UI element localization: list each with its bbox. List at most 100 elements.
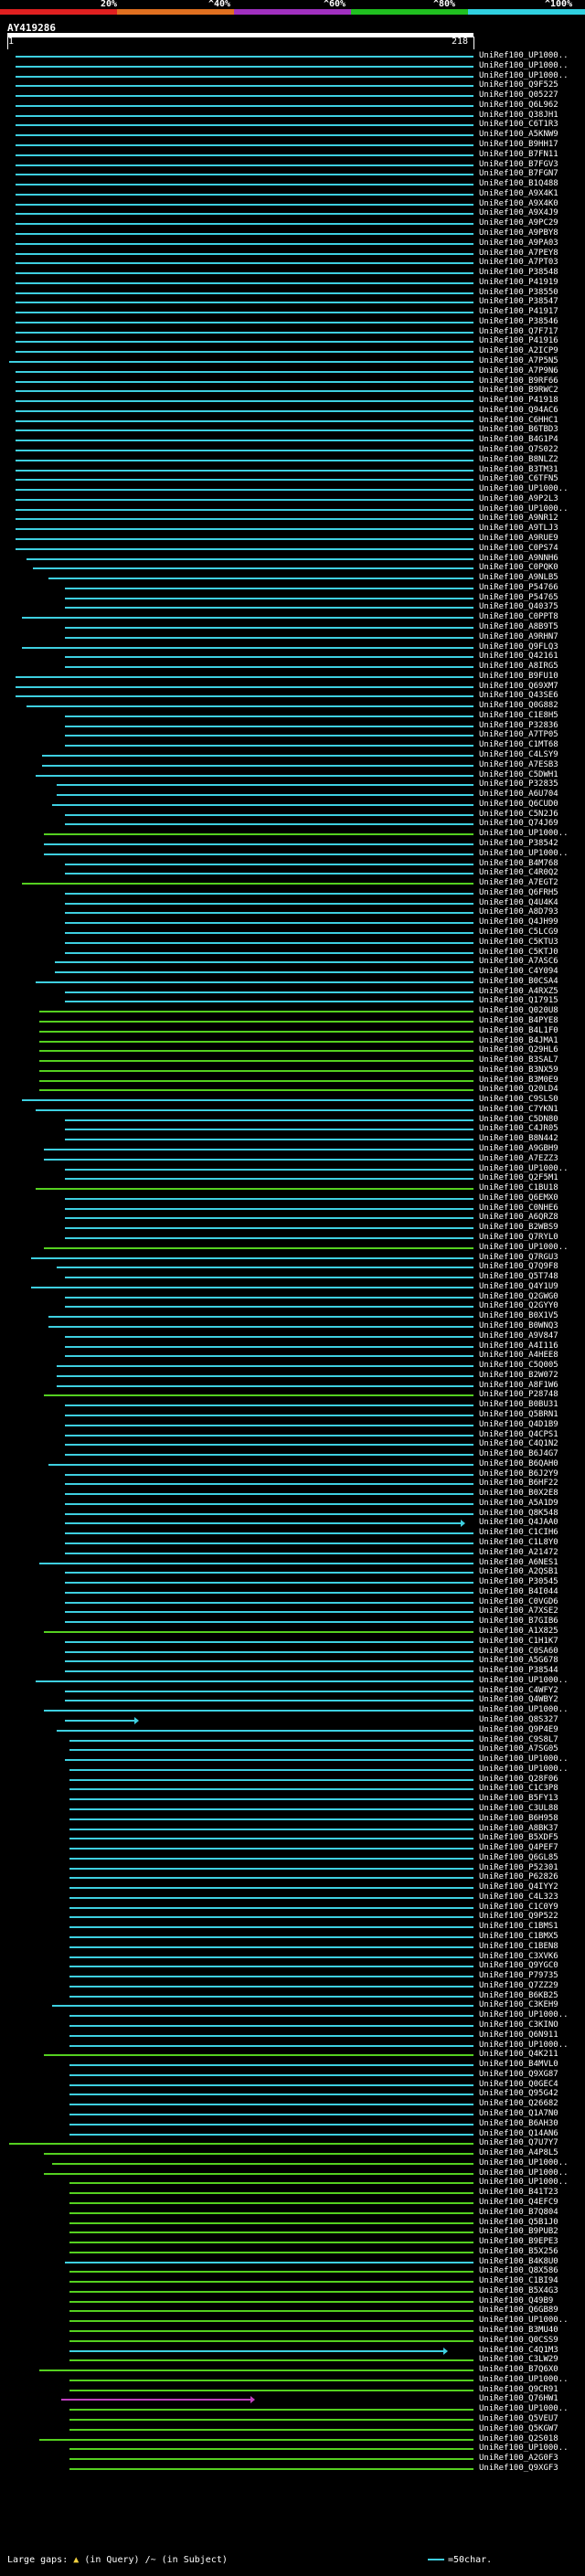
hit-row[interactable]: UniRef100_UP1000..: [0, 2158, 585, 2168]
hit-label[interactable]: UniRef100_Q69XM7: [479, 681, 558, 691]
hit-label[interactable]: UniRef100_Q4JAA0: [479, 1518, 558, 1528]
hit-row[interactable]: UniRef100_B41T23: [0, 2188, 585, 2198]
hit-row[interactable]: UniRef100_B2W072: [0, 1371, 585, 1381]
hit-label[interactable]: UniRef100_B6J2Y9: [479, 1468, 558, 1479]
hit-label[interactable]: UniRef100_Q8X586: [479, 2266, 558, 2276]
hit-row[interactable]: UniRef100_Q2GYY0: [0, 1301, 585, 1311]
hit-row[interactable]: UniRef100_Q4EFC9: [0, 2198, 585, 2208]
hit-row[interactable]: UniRef100_Q7ZZ29: [0, 1981, 585, 1991]
hit-row[interactable]: UniRef100_Q9F525: [0, 80, 585, 90]
hit-label[interactable]: UniRef100_Q4IYY2: [479, 1882, 558, 1892]
hit-row[interactable]: UniRef100_Q4D1B9: [0, 1420, 585, 1430]
hit-label[interactable]: UniRef100_Q5BRN1: [479, 1409, 558, 1419]
hit-row[interactable]: UniRef100_Q9XG87: [0, 2070, 585, 2080]
hit-row[interactable]: UniRef100_A9GBH9: [0, 1144, 585, 1154]
hit-row[interactable]: UniRef100_Q7RYL0: [0, 1233, 585, 1243]
hit-row[interactable]: UniRef100_B5X4G3: [0, 2286, 585, 2296]
hit-row[interactable]: UniRef100_C0SA60: [0, 1647, 585, 1657]
hit-row[interactable]: UniRef100_A9PBY8: [0, 228, 585, 239]
hit-label[interactable]: UniRef100_Q05227: [479, 90, 558, 101]
hit-label[interactable]: UniRef100_UP1000..: [479, 2316, 569, 2326]
hit-row[interactable]: UniRef100_A9X4K1: [0, 189, 585, 199]
hit-label[interactable]: UniRef100_Q4Y1U9: [479, 1281, 558, 1291]
hit-row[interactable]: UniRef100_A9TLJ3: [0, 524, 585, 534]
hit-row[interactable]: UniRef100_Q5T748: [0, 1272, 585, 1282]
hit-label[interactable]: UniRef100_UP1000..: [479, 2010, 569, 2020]
hit-label[interactable]: UniRef100_C9S8L7: [479, 1734, 558, 1744]
hit-row[interactable]: UniRef100_B4I044: [0, 1587, 585, 1597]
hit-row[interactable]: UniRef100_Q69XM7: [0, 682, 585, 692]
hit-row[interactable]: UniRef100_P62826: [0, 1872, 585, 1882]
hit-label[interactable]: UniRef100_Q5B1J0: [479, 2217, 558, 2227]
hit-row[interactable]: UniRef100_B8NLZ2: [0, 455, 585, 465]
hit-label[interactable]: UniRef100_B4M768: [479, 858, 558, 868]
hit-row[interactable]: UniRef100_A6U704: [0, 790, 585, 800]
hit-row[interactable]: UniRef100_Q6N911: [0, 2030, 585, 2041]
hit-label[interactable]: UniRef100_Q7U7Y7: [479, 2138, 558, 2148]
hit-label[interactable]: UniRef100_C1MT68: [479, 740, 558, 750]
hit-label[interactable]: UniRef100_UP1000..: [479, 2040, 569, 2050]
hit-label[interactable]: UniRef100_UP1000..: [479, 1705, 569, 1715]
hit-row[interactable]: UniRef100_C9S8L7: [0, 1735, 585, 1745]
hit-label[interactable]: UniRef100_A9P2L3: [479, 493, 558, 504]
hit-label[interactable]: UniRef100_A1X825: [479, 1627, 558, 1636]
hit-row[interactable]: UniRef100_A9P2L3: [0, 494, 585, 504]
hit-label[interactable]: UniRef100_A4RXZ5: [479, 986, 558, 996]
hit-row[interactable]: UniRef100_Q4JAA0: [0, 1518, 585, 1528]
hit-label[interactable]: UniRef100_A7EGT2: [479, 878, 558, 888]
hit-label[interactable]: UniRef100_Q6GL85: [479, 1852, 558, 1862]
hit-row[interactable]: UniRef100_P38550: [0, 288, 585, 298]
hit-row[interactable]: UniRef100_C3KEH9: [0, 2000, 585, 2010]
hit-label[interactable]: UniRef100_B2WBS9: [479, 1223, 558, 1233]
hit-label[interactable]: UniRef100_UP1000..: [479, 848, 569, 858]
hit-label[interactable]: UniRef100_UP1000..: [479, 2178, 569, 2188]
hit-label[interactable]: UniRef100_C1C0Y9: [479, 1902, 558, 1912]
hit-label[interactable]: UniRef100_B9EPE3: [479, 2237, 558, 2247]
hit-row[interactable]: UniRef100_UP1000..: [0, 71, 585, 81]
hit-label[interactable]: UniRef100_Q20LD4: [479, 1085, 558, 1095]
hit-row[interactable]: UniRef100_C1BI94: [0, 2276, 585, 2286]
hit-row[interactable]: UniRef100_B0BU31: [0, 1400, 585, 1410]
hit-row[interactable]: UniRef100_Q4JH99: [0, 917, 585, 928]
hit-row[interactable]: UniRef100_UP1000..: [0, 1164, 585, 1174]
hit-row[interactable]: UniRef100_Q4WBY2: [0, 1695, 585, 1705]
hit-label[interactable]: UniRef100_A9X4J9: [479, 208, 558, 218]
hit-row[interactable]: UniRef100_A8IRG5: [0, 662, 585, 672]
hit-row[interactable]: UniRef100_A6QRZ8: [0, 1213, 585, 1223]
hit-row[interactable]: UniRef100_A7ESB3: [0, 760, 585, 770]
hit-row[interactable]: UniRef100_Q8K548: [0, 1509, 585, 1519]
hit-row[interactable]: UniRef100_UP1000..: [0, 1765, 585, 1775]
hit-label[interactable]: UniRef100_C1BMS1: [479, 1922, 558, 1932]
hit-label[interactable]: UniRef100_P28748: [479, 1390, 558, 1400]
hit-row[interactable]: UniRef100_Q9XGF3: [0, 2464, 585, 2474]
hit-label[interactable]: UniRef100_Q7RYL0: [479, 1233, 558, 1242]
hit-row[interactable]: UniRef100_B7FN11: [0, 150, 585, 160]
hit-row[interactable]: UniRef100_C4R0Q2: [0, 868, 585, 878]
hit-row[interactable]: UniRef100_B7FGN7: [0, 169, 585, 179]
hit-row[interactable]: UniRef100_A9NNH6: [0, 554, 585, 564]
hit-row[interactable]: UniRef100_B3MU40: [0, 2326, 585, 2336]
hit-label[interactable]: UniRef100_B7Q6X0: [479, 2365, 558, 2375]
hit-row[interactable]: UniRef100_P38548: [0, 268, 585, 278]
hit-label[interactable]: UniRef100_Q7Q9F8: [479, 1262, 558, 1272]
hit-row[interactable]: UniRef100_A2QSB1: [0, 1567, 585, 1577]
hit-row[interactable]: UniRef100_Q49B9: [0, 2296, 585, 2306]
hit-label[interactable]: UniRef100_C5N2J6: [479, 809, 558, 819]
hit-label[interactable]: UniRef100_A9GBH9: [479, 1144, 558, 1154]
hit-row[interactable]: UniRef100_P54765: [0, 593, 585, 603]
hit-row[interactable]: UniRef100_A9X4K0: [0, 199, 585, 209]
hit-label[interactable]: UniRef100_B5X256: [479, 2246, 558, 2256]
hit-row[interactable]: UniRef100_A4I116: [0, 1341, 585, 1352]
hit-label[interactable]: UniRef100_C3LW29: [479, 2355, 558, 2365]
hit-label[interactable]: UniRef100_C4JR05: [479, 1124, 558, 1134]
hit-label[interactable]: UniRef100_UP1000..: [479, 60, 569, 70]
hit-row[interactable]: UniRef100_B7GIB6: [0, 1617, 585, 1627]
hit-row[interactable]: UniRef100_C4JR05: [0, 1124, 585, 1134]
hit-label[interactable]: UniRef100_A7EZZ3: [479, 1153, 558, 1163]
hit-label[interactable]: UniRef100_C7YKN1: [479, 1104, 558, 1114]
hit-row[interactable]: UniRef100_B5X256: [0, 2247, 585, 2257]
hit-row[interactable]: UniRef100_UP1000..: [0, 2375, 585, 2385]
hit-row[interactable]: UniRef100_A9RHN7: [0, 632, 585, 642]
hit-label[interactable]: UniRef100_Q7RGU3: [479, 1252, 558, 1262]
hit-row[interactable]: UniRef100_UP1000..: [0, 1676, 585, 1686]
